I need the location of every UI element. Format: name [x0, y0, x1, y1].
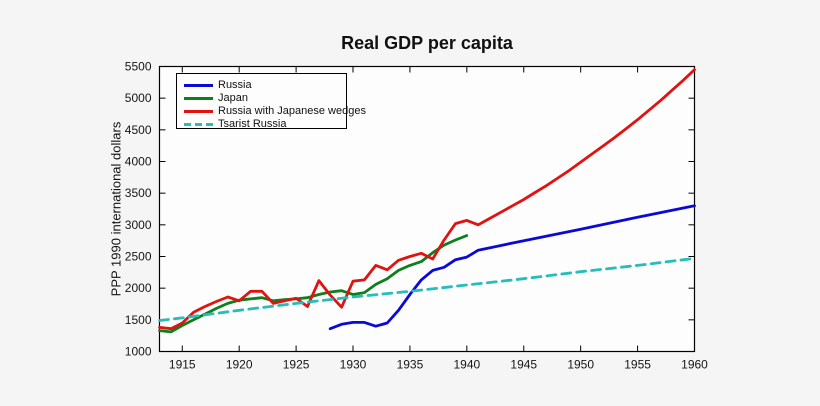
legend-label-russia: Russia — [218, 79, 252, 91]
series-line-russia-with-japanese-wedges — [158, 68, 696, 331]
legend-row-japan: Japan — [184, 92, 346, 105]
legend-label-russia-wedges: Russia with Japanese wedges — [218, 105, 366, 117]
legend-label-japan: Japan — [218, 92, 248, 104]
legend-row-russia-wedges: Russia with Japanese wedges — [184, 105, 366, 118]
y-tick-label: 5000 — [125, 91, 152, 105]
y-tick-label: 1000 — [125, 345, 152, 359]
legend: Russia Japan Russia with Japanese wedges… — [176, 73, 366, 131]
tsarist-russia-dashed-line-swatch-icon — [184, 123, 213, 126]
russia-wedges-line-swatch-icon — [184, 110, 213, 113]
series-line-russia — [328, 204, 696, 331]
x-tick-label: 1955 — [624, 358, 651, 372]
series-line-tsarist-russia — [158, 256, 696, 322]
y-tick-label: 1500 — [125, 313, 152, 327]
y-tick-label: 2000 — [125, 281, 152, 295]
y-tick-label: 3500 — [125, 186, 152, 200]
x-tick-label: 1930 — [340, 358, 367, 372]
x-tick-label: 1940 — [453, 358, 480, 372]
legend-row-russia: Russia — [184, 79, 346, 92]
x-tick-label: 1945 — [510, 358, 537, 372]
y-tick-label: 4000 — [125, 155, 152, 169]
y-tick-label: 4500 — [125, 123, 152, 137]
chart-title: Real GDP per capita — [341, 33, 513, 53]
x-tick-label: 1920 — [226, 358, 253, 372]
y-axis-label: PPP 1990 international dollars — [108, 121, 124, 297]
x-tick-label: 1915 — [169, 358, 196, 372]
x-tick-label: 1935 — [397, 358, 424, 372]
y-tick-label: 3000 — [125, 218, 152, 232]
x-tick-label: 1925 — [283, 358, 310, 372]
legend-label-tsarist-russia: Tsarist Russia — [218, 118, 287, 130]
x-tick-label: 1950 — [567, 358, 594, 372]
russia-line-swatch-icon — [184, 84, 213, 87]
y-tick-label: 5500 — [125, 60, 152, 74]
x-tick-label: 1960 — [681, 358, 708, 372]
japan-line-swatch-icon — [184, 97, 213, 100]
legend-row-tsarist-russia: Tsarist Russia — [184, 118, 346, 131]
y-tick-label: 2500 — [125, 250, 152, 264]
